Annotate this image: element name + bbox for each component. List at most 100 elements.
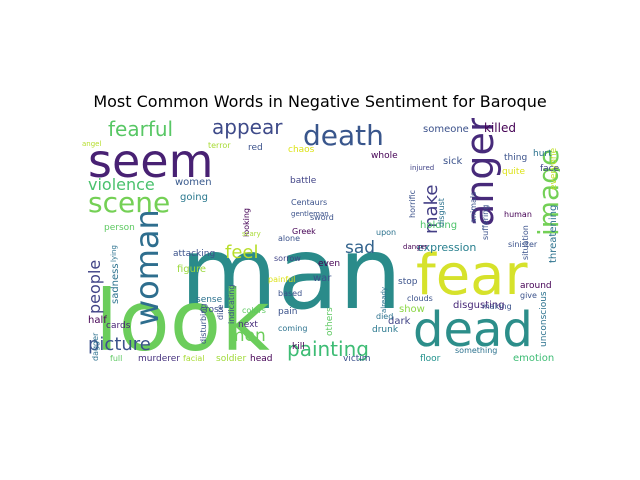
- word-victim: victim: [343, 354, 371, 362]
- word-making: making: [482, 302, 512, 311]
- word-quite: quite: [502, 167, 525, 177]
- word-animals: animals: [469, 192, 478, 223]
- word-half: half: [88, 315, 107, 326]
- word-suffering: suffering: [481, 205, 490, 240]
- word-sense: sense: [196, 295, 223, 305]
- word-going: going: [180, 192, 208, 203]
- word-died: died: [376, 312, 393, 321]
- word-man: man: [180, 215, 402, 332]
- word-dire: dire: [216, 305, 225, 320]
- word-looking: looking: [242, 208, 251, 237]
- word-appear: appear: [212, 118, 283, 139]
- word-pain: pain: [278, 307, 297, 317]
- chart-title: Most Common Words in Negative Sentiment …: [93, 92, 547, 111]
- word-sword: sword: [310, 213, 334, 222]
- word-image: image: [532, 149, 560, 236]
- word-war: war: [313, 273, 332, 284]
- word-soldier: soldier: [216, 354, 246, 362]
- word-fear: fear: [416, 243, 528, 308]
- word-floor: floor: [420, 354, 441, 362]
- word-around: around: [520, 281, 552, 291]
- word-women: women: [175, 177, 212, 188]
- word-disturbing: disturbing: [199, 304, 208, 344]
- word-already: already: [380, 287, 388, 313]
- word-threatening: threatening: [548, 205, 559, 263]
- word-coming: coming: [278, 324, 307, 333]
- word-expression: expression: [417, 241, 476, 254]
- word-painting: painting: [287, 337, 369, 361]
- word-human: human: [504, 210, 532, 219]
- word-cards: cards: [106, 321, 131, 331]
- word-alone: alone: [278, 234, 300, 243]
- word-dark: dark: [388, 316, 411, 327]
- word-feel: feel: [225, 242, 259, 263]
- word-facial: facial: [183, 354, 204, 362]
- word-everyone: everyone: [549, 147, 559, 190]
- word-face: face: [540, 164, 560, 174]
- word-disgust: disgust: [437, 198, 446, 227]
- word-full: full: [110, 354, 122, 362]
- word-whole: whole: [371, 151, 398, 161]
- word-stop: stop: [398, 277, 418, 287]
- word-men: men: [228, 326, 266, 346]
- word-dagger: dagger: [91, 332, 100, 361]
- word-sad: sad: [345, 238, 375, 258]
- word-people: people: [85, 260, 104, 314]
- word-death: death: [303, 119, 384, 152]
- word-emotion: emotion: [513, 353, 554, 362]
- word-danger: danger: [403, 243, 428, 251]
- word-disgusting: disgusting: [453, 300, 505, 311]
- word-indicating: indicating: [227, 285, 236, 324]
- word-seem: seem: [88, 134, 213, 188]
- word-upon: upon: [376, 228, 396, 237]
- word-battle: battle: [290, 176, 317, 186]
- word-holding: holding: [420, 220, 457, 231]
- word-greek: Greek: [292, 227, 316, 236]
- word-angel: angel: [82, 140, 101, 148]
- word-dead: dead: [413, 302, 533, 358]
- word-cloud: man look fear dead seem scene death anger image w…: [80, 118, 560, 362]
- word-centaurs: Centaurs: [291, 198, 327, 207]
- word-terror: terror: [208, 141, 231, 150]
- word-drunk: drunk: [372, 325, 399, 335]
- word-even: even: [318, 259, 340, 269]
- word-anger: anger: [458, 118, 502, 227]
- word-figure: figure: [177, 264, 206, 275]
- word-others: others: [325, 307, 335, 336]
- word-violence: violence: [88, 175, 155, 194]
- word-next: next: [238, 320, 258, 330]
- word-sick: sick: [443, 156, 462, 167]
- word-head: head: [250, 354, 272, 362]
- word-clouds: clouds: [407, 294, 433, 303]
- word-red: red: [248, 143, 263, 153]
- word-someone: someone: [423, 124, 469, 135]
- word-show: show: [399, 304, 425, 315]
- word-attacking: attacking: [173, 249, 215, 259]
- word-lying: lying: [110, 245, 118, 262]
- word-based: based: [278, 289, 302, 298]
- word-make: make: [421, 185, 442, 234]
- word-woman: woman: [128, 209, 166, 326]
- word-sadness: sadness: [110, 263, 121, 304]
- word-scary: scary: [242, 230, 261, 238]
- word-look: look: [95, 272, 270, 362]
- word-hurt: hurt: [533, 149, 552, 159]
- word-sorrow: sorrow: [274, 254, 301, 263]
- word-fearful: fearful: [108, 118, 173, 141]
- word-person: person: [104, 223, 135, 233]
- word-murderer: murderer: [138, 354, 180, 362]
- word-injured: injured: [410, 164, 434, 172]
- word-picture: picture: [88, 334, 151, 355]
- word-killed: killed: [484, 121, 516, 135]
- word-chaos: chaos: [288, 145, 315, 155]
- word-gentleman: gentleman: [291, 210, 329, 218]
- word-give: give: [520, 291, 537, 300]
- word-cross: cross: [200, 305, 224, 315]
- word-kill: kill: [292, 342, 305, 352]
- word-sinister: sinister: [508, 240, 538, 249]
- word-thing: thing: [504, 153, 527, 163]
- word-scene: scene: [88, 186, 170, 219]
- word-painful: painful: [268, 275, 295, 284]
- word-colors: colors: [242, 306, 266, 315]
